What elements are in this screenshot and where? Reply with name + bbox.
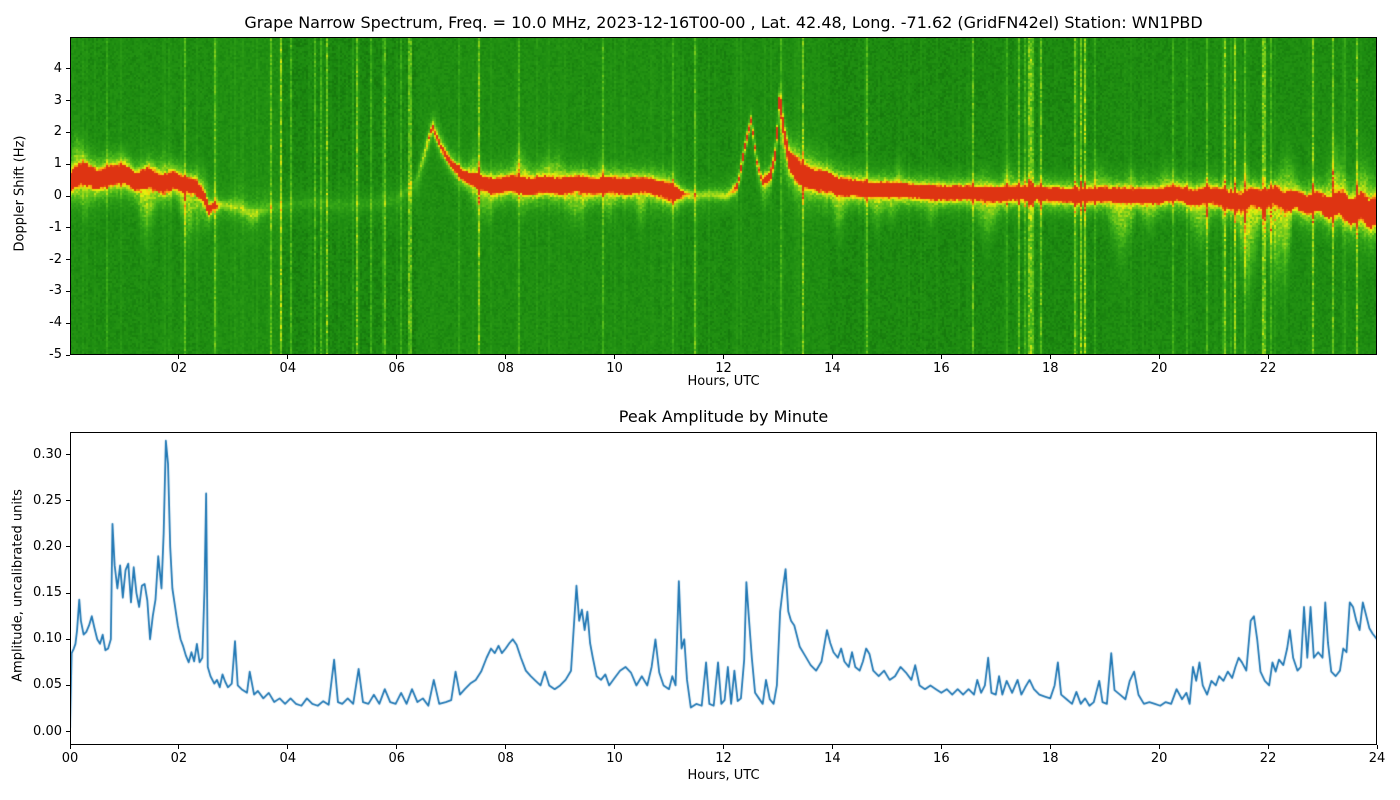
- x-tick-label: 22: [1259, 361, 1277, 376]
- x-tick-label: 18: [1041, 751, 1059, 766]
- y-tick-label: 2: [53, 124, 62, 140]
- x-tick-label: 04: [279, 361, 297, 376]
- x-tick-label: 10: [606, 361, 623, 376]
- y-tick-mark: [66, 731, 70, 733]
- x-tick-mark: [396, 355, 398, 359]
- x-tick-mark: [1267, 745, 1269, 749]
- y-tick-label: 0.30: [33, 446, 62, 462]
- y-tick-label: 0.10: [33, 631, 62, 647]
- x-tick-label: 08: [497, 361, 514, 376]
- y-tick-label: 0.25: [33, 492, 62, 508]
- x-tick-label: 14: [824, 751, 841, 766]
- y-tick-mark: [66, 163, 70, 165]
- y-tick-label: -5: [49, 347, 62, 362]
- y-tick-label: 0.15: [33, 585, 62, 601]
- y-tick-mark: [66, 68, 70, 70]
- spectrogram-title: Grape Narrow Spectrum, Freq. = 10.0 MHz,…: [244, 13, 1203, 32]
- x-tick-label: 12: [715, 361, 732, 376]
- y-tick-label: 0.20: [33, 538, 62, 554]
- x-tick-mark: [396, 745, 398, 749]
- amplitude-title: Peak Amplitude by Minute: [618, 407, 829, 426]
- x-tick-mark: [178, 355, 180, 359]
- x-tick-label: 10: [606, 751, 623, 766]
- amplitude-canvas: [70, 432, 1377, 745]
- y-tick-label: 3: [53, 92, 62, 108]
- y-tick-mark: [66, 454, 70, 456]
- y-tick-label: -4: [49, 315, 62, 331]
- x-tick-label: 08: [497, 751, 514, 766]
- y-tick-mark: [66, 131, 70, 133]
- y-tick-mark: [66, 354, 70, 356]
- y-tick-mark: [66, 546, 70, 548]
- y-tick-mark: [66, 195, 70, 197]
- y-tick-mark: [66, 322, 70, 324]
- x-tick-mark: [723, 355, 724, 359]
- y-tick-mark: [66, 100, 70, 102]
- y-tick-mark: [66, 684, 70, 686]
- x-tick-label: 14: [824, 361, 841, 376]
- spectrogram-canvas: [70, 37, 1377, 355]
- x-tick-mark: [1158, 745, 1160, 749]
- x-tick-mark: [940, 745, 942, 749]
- x-tick-mark: [1267, 355, 1269, 359]
- amplitude-xlabel: Hours, UTC: [687, 768, 760, 783]
- x-tick-mark: [287, 355, 289, 359]
- x-tick-mark: [614, 745, 616, 749]
- x-tick-mark: [1376, 745, 1378, 749]
- x-tick-mark: [723, 745, 724, 749]
- y-tick-label: -3: [49, 283, 62, 299]
- x-tick-label: 02: [170, 361, 188, 376]
- y-tick-mark: [66, 638, 70, 640]
- y-tick-mark: [66, 259, 70, 261]
- x-tick-label: 20: [1150, 751, 1168, 766]
- x-tick-label: 16: [933, 361, 950, 376]
- y-tick-label: -1: [49, 219, 62, 235]
- x-tick-mark: [1158, 355, 1160, 359]
- x-tick-label: 18: [1041, 361, 1059, 376]
- x-tick-label: 20: [1150, 361, 1168, 376]
- x-tick-label: 04: [279, 751, 297, 766]
- x-tick-mark: [287, 745, 289, 749]
- x-tick-mark: [831, 745, 833, 749]
- y-tick-label: 0: [53, 188, 62, 203]
- y-tick-label: 1: [53, 156, 62, 172]
- x-tick-mark: [69, 745, 71, 749]
- x-tick-label: 06: [388, 361, 406, 376]
- x-tick-label: 06: [388, 751, 406, 766]
- x-tick-mark: [505, 745, 507, 749]
- x-tick-mark: [1049, 745, 1051, 749]
- x-tick-mark: [940, 355, 942, 359]
- y-tick-label: 0.05: [33, 677, 62, 693]
- x-tick-mark: [505, 355, 507, 359]
- x-tick-label: 24: [1368, 751, 1386, 766]
- y-tick-mark: [66, 592, 70, 594]
- x-tick-mark: [831, 355, 833, 359]
- x-tick-label: 12: [715, 751, 732, 766]
- y-tick-mark: [66, 227, 70, 229]
- x-tick-label: 16: [933, 751, 950, 766]
- y-tick-mark: [66, 290, 70, 292]
- y-tick-label: -2: [49, 251, 62, 267]
- x-tick-label: 02: [170, 751, 188, 766]
- x-tick-mark: [614, 355, 616, 359]
- y-tick-label: 4: [53, 60, 62, 76]
- x-tick-mark: [178, 745, 180, 749]
- spectrogram-plot: [70, 37, 1377, 355]
- x-tick-label: 00: [61, 751, 79, 766]
- y-tick-mark: [66, 500, 70, 502]
- y-tick-label: 0.00: [33, 723, 62, 739]
- x-tick-mark: [1049, 355, 1051, 359]
- amplitude-plot: [70, 432, 1377, 745]
- spectrogram-xlabel: Hours, UTC: [687, 374, 760, 389]
- x-tick-label: 22: [1259, 751, 1277, 766]
